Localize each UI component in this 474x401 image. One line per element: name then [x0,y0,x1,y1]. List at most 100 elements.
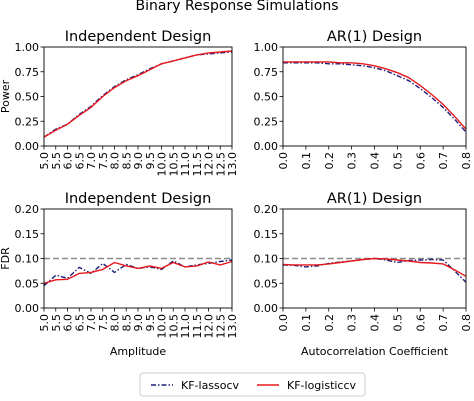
x-tick-label: 7.5 [97,152,110,170]
y-tick-label: 1.00 [254,41,279,54]
y-axis-label: Power [0,79,12,113]
y-tick-label: 0.25 [15,115,40,128]
x-axis-label: Amplitude [110,345,167,358]
y-tick-label: 0.25 [254,115,279,128]
figure-title: Binary Response Simulations [136,0,339,14]
plot-frame [282,208,467,309]
y-tick-label: 0.75 [15,66,40,79]
x-tick-label: 0.5 [391,314,404,332]
x-tick-label: 0.0 [277,314,290,332]
y-tick-label: 0.10 [254,253,279,266]
x-tick-label: 0.1 [300,152,313,170]
x-axis-label: Autocorrelation Coefficient [301,345,449,358]
x-tick-label: 10.5 [167,314,180,339]
x-tick-label: 10.5 [167,152,180,177]
x-tick-label: 5.0 [38,152,51,170]
y-tick-label: 0.20 [15,203,40,216]
x-tick-label: 11.0 [179,152,192,177]
x-tick-label: 7.0 [85,314,98,332]
series-line-logistic [43,50,233,138]
legend-box [139,372,366,397]
x-tick-label: 9.5 [144,314,157,332]
x-tick-label: 13.0 [226,314,239,339]
x-tick-label: 0.7 [437,152,450,170]
x-tick-label: 0.8 [460,314,473,332]
panel-title: AR(1) Design [327,29,422,45]
series-line-lasso [282,257,467,283]
x-tick-label: 12.5 [214,314,227,339]
x-tick-label: 0.8 [460,152,473,170]
legend-label-lasso: KF-lassocv [181,379,240,392]
x-tick-label: 8.0 [109,152,122,170]
x-tick-label: 5.5 [50,314,63,332]
x-tick-label: 9.5 [144,152,157,170]
x-tick-label: 12.5 [214,152,227,177]
plot-frame [43,46,233,147]
series-line-lasso [43,51,233,138]
y-axis-label: FDR [0,247,12,270]
y-tick-label: 0.00 [15,302,40,315]
plot-frame [43,208,233,309]
y-tick-label: 0.00 [15,140,40,153]
x-tick-label: 0.4 [369,152,382,170]
x-tick-label: 11.0 [179,314,192,339]
series-line-logistic [43,260,233,284]
x-tick-label: 7.5 [97,314,110,332]
x-tick-label: 7.0 [85,152,98,170]
x-tick-label: 12.0 [203,152,216,177]
x-tick-label: 11.5 [191,314,204,339]
x-tick-label: 0.0 [277,152,290,170]
panels: Independent Design 0.00 0.25 0.50 0.75 1.00 5.… [0,29,473,358]
x-tick-label: 5.0 [38,314,51,332]
x-tick-label: 0.6 [414,314,427,332]
panel-title: Independent Design [65,29,212,45]
x-tick-label: 6.5 [73,152,86,170]
panel-top-right: AR(1) Design 0.00 0.25 0.50 0.75 1.00 0.0 0.1 0.… [254,29,474,170]
x-tick-label: 10.0 [156,314,169,339]
x-tick-label: 13.0 [226,152,239,177]
x-tick-label: 6.0 [62,314,75,332]
x-tick-label: 9.0 [132,314,145,332]
x-tick-label: 8.5 [120,314,133,332]
legend-label-logistic: KF-logisticcv [287,379,357,392]
x-tick-label: 8.5 [120,152,133,170]
panel-top-left: Independent Design 0.00 0.25 0.50 0.75 1.00 5.… [0,29,239,177]
y-tick-label: 0.10 [15,253,40,266]
y-tick-label: 0.05 [15,277,40,290]
x-tick-label: 0.2 [323,314,336,332]
y-tick-label: 0.75 [254,66,279,79]
panel-bottom-right: AR(1) Design 0.00 0.05 0.10 0.15 0.20 0.0 0.1 0.… [254,191,474,358]
y-tick-label: 0.00 [254,140,279,153]
y-tick-label: 0.50 [15,91,40,104]
x-tick-label: 6.0 [62,152,75,170]
x-tick-label: 10.0 [156,152,169,177]
x-tick-label: 5.5 [50,152,63,170]
legend: KF-lassocv KF-logisticcv [139,372,366,397]
x-tick-label: 0.1 [300,314,313,332]
x-tick-label: 11.5 [191,152,204,177]
x-tick-label: 0.4 [369,314,382,332]
y-tick-label: 0.05 [254,277,279,290]
series-line-logistic [282,257,467,277]
x-tick-label: 0.5 [391,152,404,170]
x-tick-label: 0.6 [414,152,427,170]
y-tick-label: 0.15 [254,228,279,241]
x-tick-label: 9.0 [132,152,145,170]
panel-title: Independent Design [65,191,212,207]
series-line-logistic [283,61,467,130]
x-tick-label: 8.0 [109,314,122,332]
plot-frame [282,46,467,147]
x-tick-label: 0.2 [323,152,336,170]
x-tick-label: 0.7 [437,314,450,332]
y-tick-label: 0.15 [15,228,40,241]
y-tick-label: 0.50 [254,91,279,104]
y-tick-label: 1.00 [15,41,40,54]
y-tick-label: 0.20 [254,203,279,216]
x-tick-label: 12.0 [203,314,216,339]
series-line-lasso [283,62,467,133]
y-tick-label: 0.00 [254,302,279,315]
panel-bottom-left: Independent Design 0.00 0.05 0.10 0.15 0.20 5.… [0,191,239,358]
panel-title: AR(1) Design [327,191,422,207]
x-tick-label: 6.5 [73,314,86,332]
